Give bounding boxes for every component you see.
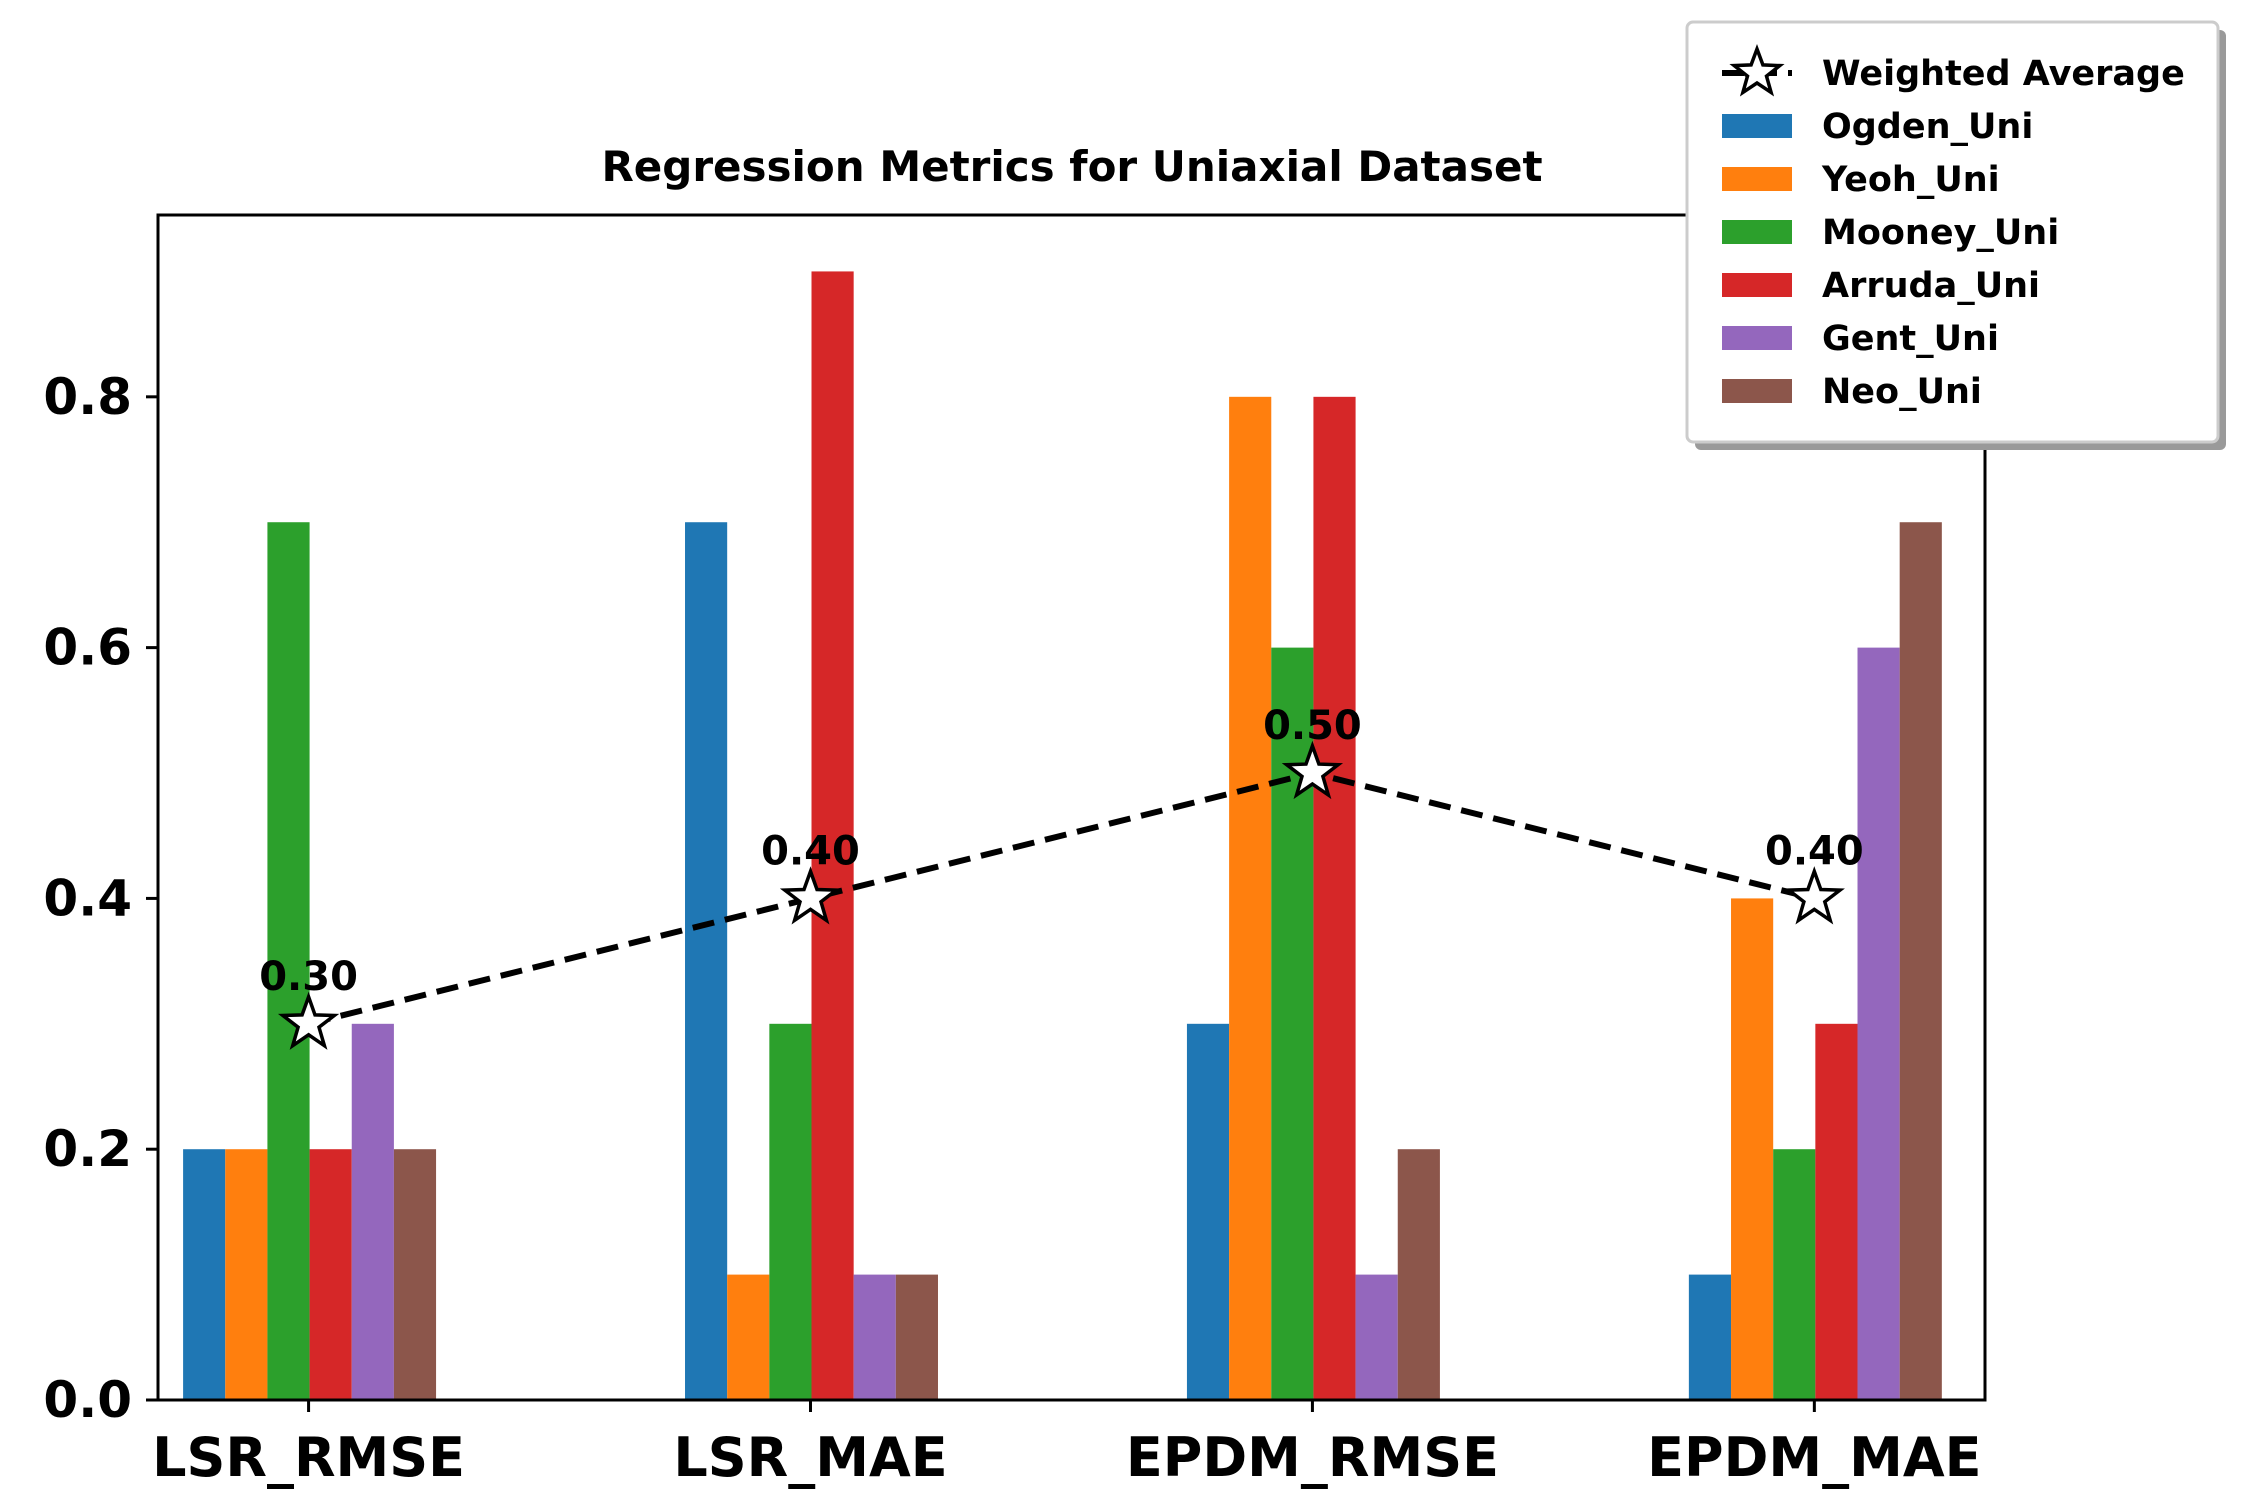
- x-tick-label: EPDM_RMSE: [1126, 1426, 1499, 1489]
- y-tick-label: 0.4: [43, 869, 132, 927]
- bar: [1397, 1149, 1440, 1400]
- x-tick-label: LSR_RMSE: [152, 1426, 465, 1489]
- bar: [811, 271, 854, 1400]
- weighted-average-data-label: 0.30: [259, 954, 358, 1000]
- legend: Weighted Average Ogden_Uni Yeoh_Uni Mooney_…: [1685, 20, 2226, 450]
- y-axis: 0.0 0.2 0.4 0.6 0.8: [43, 368, 158, 1429]
- bar: [1229, 396, 1272, 1400]
- bar: [1355, 1274, 1398, 1400]
- bar: [351, 1023, 394, 1400]
- weighted-average-star-marker: [277, 991, 340, 1050]
- bars: [183, 271, 1942, 1400]
- bar: [393, 1149, 437, 1400]
- bar: [1186, 1023, 1230, 1400]
- bar: [1815, 1023, 1858, 1400]
- legend-label: Yeoh_Uni: [1821, 160, 2000, 200]
- bar: [895, 1274, 938, 1400]
- weighted-average-star-marker: [1783, 866, 1845, 925]
- y-tick-label: 0.8: [43, 368, 132, 426]
- legend-label: Gent_Uni: [1822, 319, 1999, 359]
- weighted-average-data-label: 0.50: [1263, 703, 1362, 749]
- plot-frame: [156, 213, 1987, 1402]
- bar: [727, 1274, 770, 1400]
- legend-swatch: [1722, 167, 1792, 191]
- weighted-average-data-label: 0.40: [1765, 828, 1864, 874]
- weighted-average-data-label: 0.40: [761, 828, 860, 874]
- weighted-average-line-path: [307, 769, 1816, 1027]
- legend-box: [1685, 20, 2220, 444]
- legend-swatch: [1722, 379, 1792, 403]
- bar: [225, 1149, 268, 1400]
- bar: [1313, 396, 1356, 1400]
- bar: [1688, 1274, 1732, 1400]
- bar: [267, 522, 310, 1400]
- bar: [1857, 647, 1900, 1400]
- bar: [183, 1149, 226, 1400]
- bar: [309, 1149, 352, 1400]
- weighted-average-line: 0.30 0.40 0.50 0.40: [259, 703, 1864, 1050]
- legend-label: Weighted Average: [1822, 54, 2185, 94]
- legend-star-icon: [1729, 43, 1785, 97]
- bar: [1773, 1149, 1816, 1400]
- y-tick-label: 0.2: [43, 1120, 132, 1178]
- x-axis: LSR_RMSE LSR_MAE EPDM_RMSE EPDM_MAE: [152, 1400, 1982, 1489]
- legend-label: Ogden_Uni: [1822, 107, 2033, 147]
- bar: [853, 1274, 896, 1400]
- x-tick-label: EPDM_MAE: [1647, 1426, 1981, 1489]
- y-tick-label: 0.6: [43, 619, 132, 677]
- bar: [1731, 898, 1774, 1400]
- x-tick-label: LSR_MAE: [673, 1426, 947, 1489]
- legend-label: Mooney_Uni: [1822, 213, 2059, 253]
- legend-swatch: [1722, 220, 1792, 244]
- bar: [769, 1023, 812, 1400]
- legend-label: Arruda_Uni: [1822, 266, 2040, 306]
- legend-swatch: [1722, 273, 1792, 297]
- legend-label: Neo_Uni: [1822, 372, 1982, 412]
- bar: [685, 522, 728, 1400]
- weighted-average-star-marker: [779, 866, 842, 925]
- bar: [1899, 522, 1942, 1400]
- legend-swatch: [1722, 326, 1792, 350]
- y-tick-label: 0.0: [43, 1371, 132, 1429]
- legend-swatch: [1722, 114, 1792, 138]
- weighted-average-star-marker: [1281, 740, 1344, 800]
- chart-title: Regression Metrics for Uniaxial Dataset: [601, 142, 1542, 191]
